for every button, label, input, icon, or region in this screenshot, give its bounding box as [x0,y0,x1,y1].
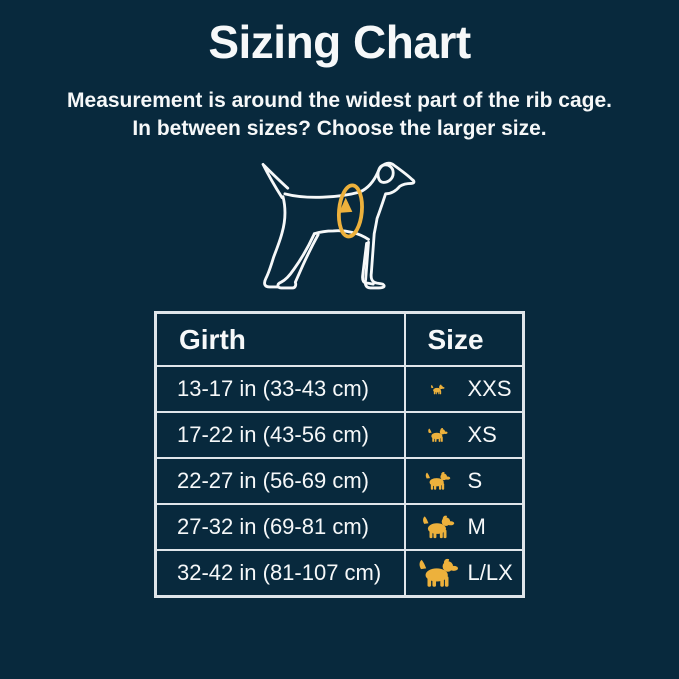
measuring-tape-loop-icon [336,183,364,239]
size-label: XS [467,422,497,448]
dog-outline-illustration [261,161,415,290]
dog-girth-illustration [225,153,455,305]
size-cell: XS [403,411,525,460]
girth-cell: 13-17 in (33-43 cm) [154,365,406,414]
size-cell: XXS [403,365,525,414]
size-label: M [467,514,486,540]
size-label: XXS [467,376,512,402]
table-row: 17-22 in (43-56 cm) XS [154,411,525,460]
spaniel-dog-icon [414,471,462,491]
tiny-dog-icon [414,384,462,395]
size-cell: L/LX [403,549,525,598]
size-cell: M [403,503,525,552]
girth-cell: 22-27 in (56-69 cm) [154,457,406,506]
table-row: 13-17 in (33-43 cm) XXS [154,365,525,414]
size-label: S [467,468,483,494]
girth-cell: 27-32 in (69-81 cm) [154,503,406,552]
size-column-header: Size [403,311,525,368]
sizing-table: Girth Size 13-17 in (33-43 cm) XXS 17-22… [154,310,525,598]
table-row: 22-27 in (56-69 cm) S [154,457,525,506]
page-title: Sizing Chart [208,16,471,68]
table-row: 32-42 in (81-107 cm) L/LX [154,549,525,598]
girth-column-header: Girth [154,311,406,368]
subtitle-line-1: Measurement is around the widest part of… [67,88,612,112]
size-label: L/LX [467,560,513,586]
small-dog-icon [414,427,462,443]
size-cell: S [403,457,525,506]
table-row: 27-32 in (69-81 cm) M [154,503,525,552]
subtitle-line-2: In between sizes? Choose the larger size… [132,116,547,140]
dog-outline-icon [261,161,415,290]
girth-cell: 32-42 in (81-107 cm) [154,549,406,598]
girth-cell: 17-22 in (43-56 cm) [154,411,406,460]
large-dog-icon [414,557,462,589]
table-header-row: Girth Size [154,311,525,368]
medium-dog-icon [414,514,462,540]
